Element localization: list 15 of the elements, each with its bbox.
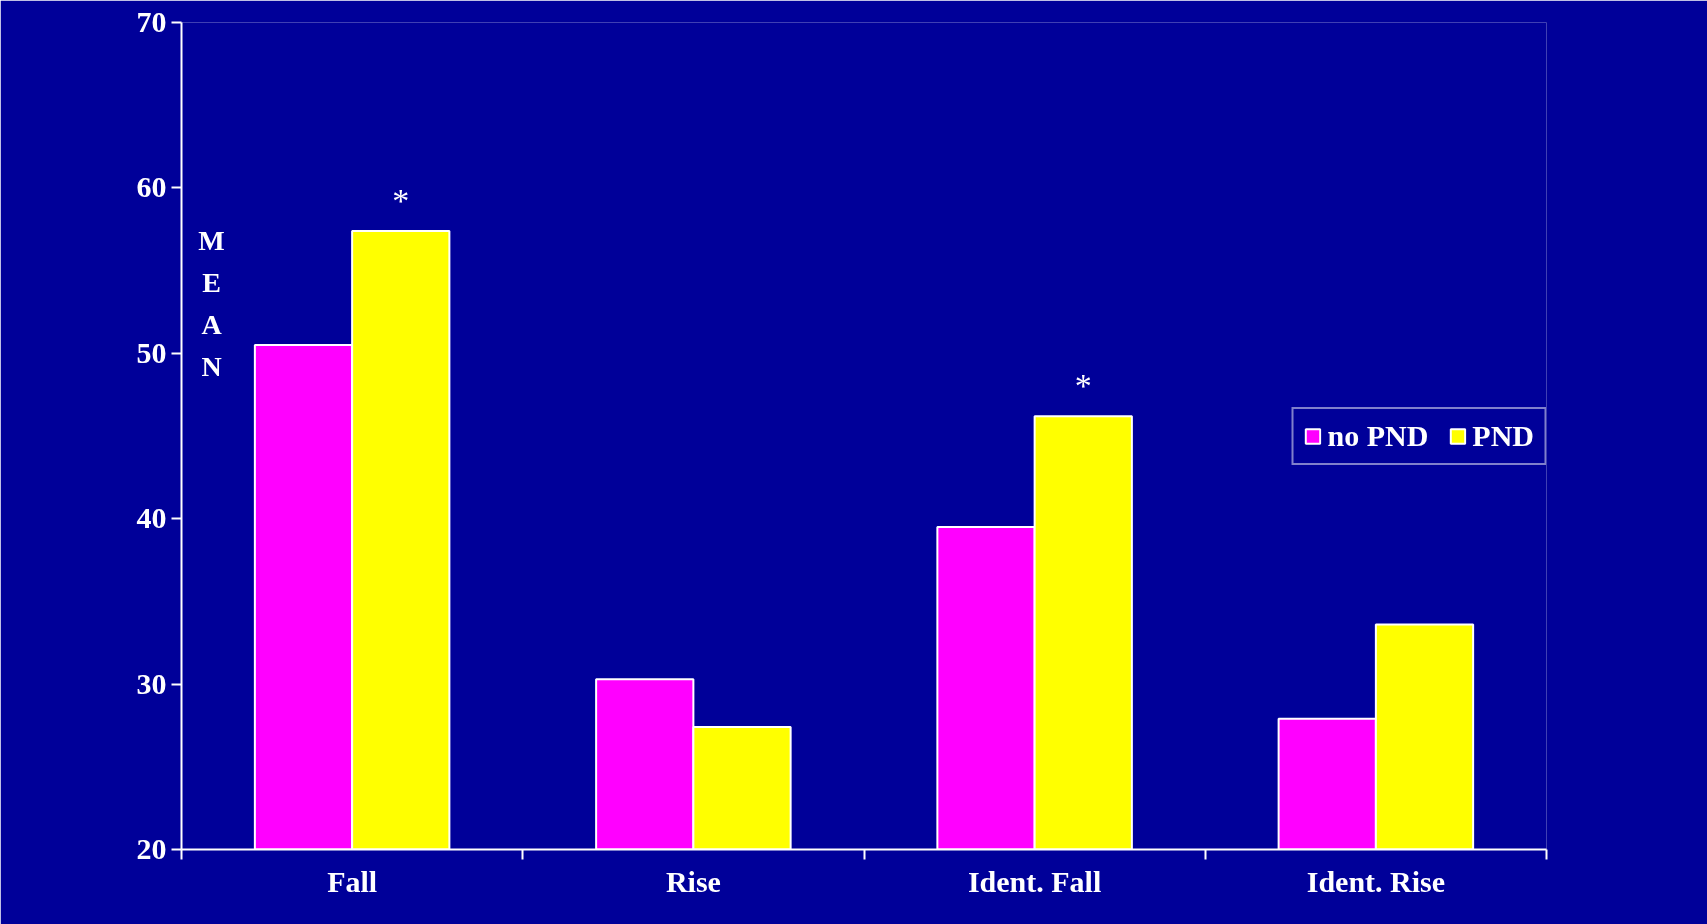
y-axis-title: MEAN	[198, 225, 225, 382]
y-tick-label: 60	[136, 170, 167, 204]
legend-label: PND	[1472, 418, 1534, 453]
y-tick-label: 50	[136, 335, 167, 369]
x-tick-label: Rise	[665, 864, 721, 898]
y-tick-label: 40	[136, 501, 167, 535]
x-tick-label: Fall	[327, 864, 378, 898]
annotation: *	[1074, 367, 1092, 405]
y-tick-label: 30	[136, 666, 167, 700]
y-tick-label: 20	[136, 832, 167, 865]
legend-label: no PND	[1327, 418, 1429, 453]
x-tick-label: Ident. Rise	[1306, 864, 1446, 898]
y-tick-label: 70	[136, 5, 167, 38]
x-tick-label: Ident. Fall	[967, 864, 1102, 898]
annotation: *	[392, 181, 410, 219]
